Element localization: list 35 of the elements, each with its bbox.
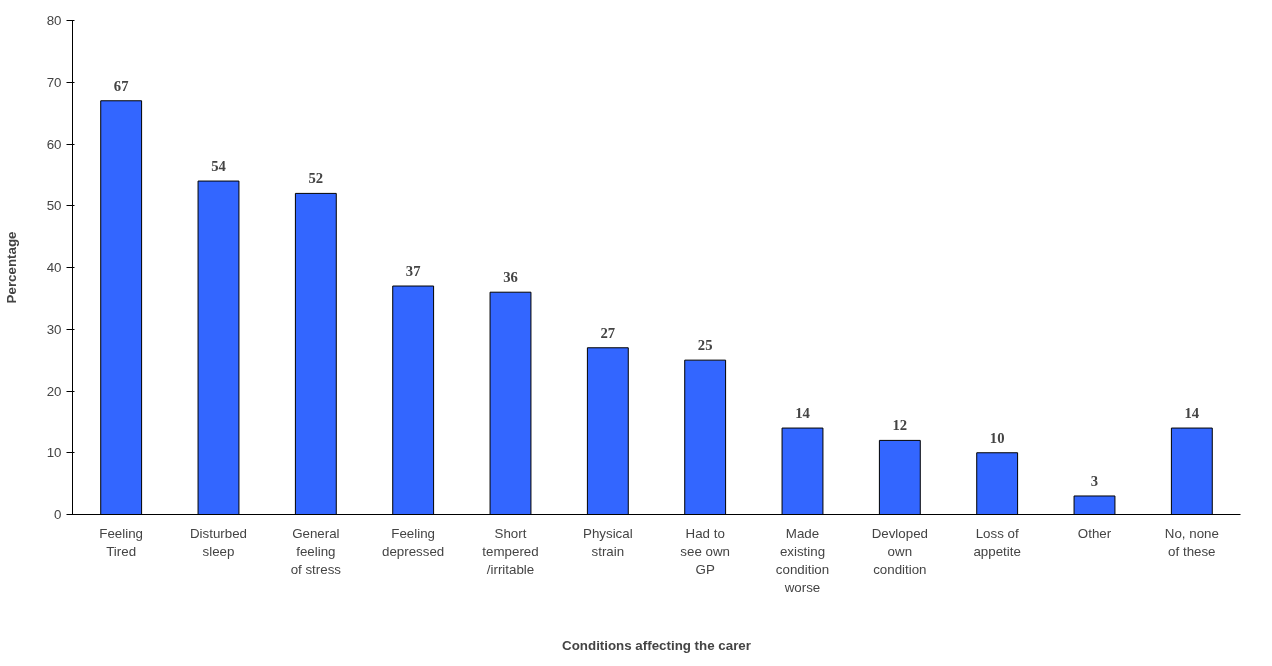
x-tick-label: Disturbed sleep [189, 525, 248, 559]
data-label: 52 [308, 170, 324, 187]
x-tick-label: Loss of appetite [973, 525, 1021, 559]
data-label: 37 [405, 263, 421, 280]
x-tick-label: Devloped own condition [871, 525, 929, 577]
x-tick-label: General feeling of stress [290, 525, 342, 577]
x-axis-title: Conditions affecting the carer [562, 637, 751, 653]
y-tick-label: 10 [46, 445, 62, 461]
y-tick-label: 50 [46, 198, 62, 214]
data-label: 14 [1184, 405, 1200, 422]
x-tick-label: Made existing condition worse [775, 525, 830, 595]
data-label: 14 [795, 405, 811, 422]
x-tick-label: Feeling depressed [382, 525, 445, 559]
data-label: 54 [211, 158, 227, 175]
x-tick-label: Had to see own GP [680, 525, 730, 577]
y-tick-label: 30 [46, 321, 62, 337]
x-tick-label: Feeling Tired [99, 525, 144, 559]
y-tick-label: 0 [54, 507, 62, 522]
data-label: 67 [113, 77, 129, 94]
y-axis-title: Percentage [3, 231, 19, 304]
y-tick-label: 40 [46, 260, 62, 275]
data-label: 25 [697, 337, 713, 354]
data-label: 36 [503, 269, 518, 286]
data-label: 10 [989, 429, 1005, 446]
y-tick-label: 20 [46, 383, 62, 399]
x-tick-label: No, none of these [1164, 525, 1219, 559]
x-tick-label: Short tempered /irritable [482, 525, 539, 577]
y-tick-label: 70 [46, 74, 62, 90]
data-label: 12 [892, 417, 908, 434]
data-label: 27 [600, 324, 616, 341]
x-tick-label: Other [1077, 525, 1112, 541]
y-tick-label: 60 [46, 136, 62, 152]
x-tick-label: Physical strain [583, 525, 633, 559]
data-label: 3 [1090, 472, 1099, 489]
y-tick-label: 80 [46, 13, 62, 28]
